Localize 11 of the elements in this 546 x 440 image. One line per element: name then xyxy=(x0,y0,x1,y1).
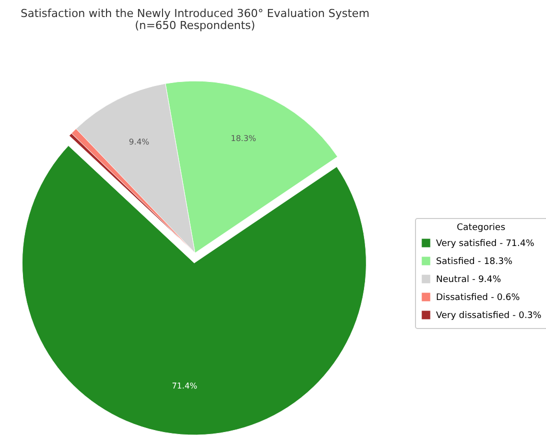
chart-title: Satisfaction with the Newly Introduced 360° Evaluation System xyxy=(20,7,370,20)
legend-label: Satisfied - 18.3% xyxy=(436,257,513,267)
data-label: 9.4% xyxy=(128,138,150,146)
data-label: 71.4% xyxy=(172,381,198,390)
legend-title: Categories xyxy=(456,223,506,233)
legend-label: Neutral - 9.4% xyxy=(436,275,502,285)
legend-label: Very dissatisfied - 0.3% xyxy=(436,311,542,321)
chart-subtitle: (n=650 Respondents) xyxy=(134,19,256,32)
legend-label: Dissatisfied - 0.6% xyxy=(436,293,520,303)
data-label: 18.3% xyxy=(230,134,257,144)
legend-label: Very satisfied - 71.4% xyxy=(436,239,535,249)
